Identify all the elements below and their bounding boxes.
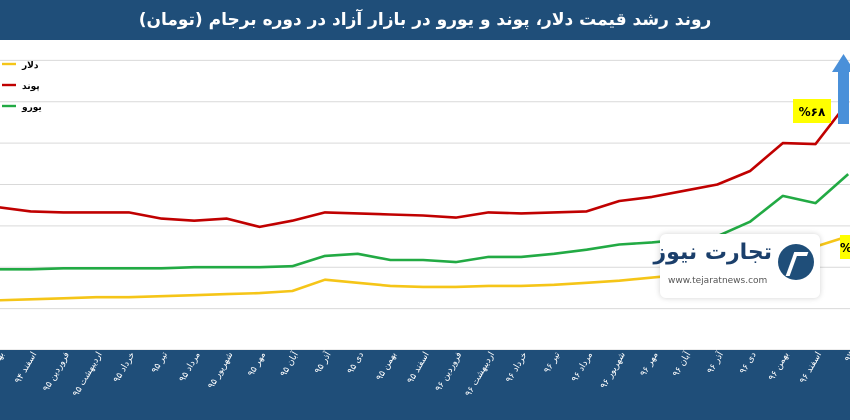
legend-label-dollar: دلار <box>21 61 39 71</box>
logo-mark-icon <box>778 244 814 280</box>
growth-arrow-head-icon <box>832 54 850 72</box>
legend-label-pound: پوند <box>22 82 40 92</box>
x-tick-label: ۹۷ <box>843 350 850 364</box>
pound-pct-label: %۶۸ <box>799 105 826 119</box>
side-pct-label: % <box>840 241 850 255</box>
pound-pct-box <box>793 99 831 123</box>
x-axis-band <box>0 350 850 420</box>
tejaratnews-logo: تجارت نیوز www.tejaratnews.com <box>653 234 820 298</box>
chart-title: روند رشد قیمت دلار، پوند و یورو در بازار… <box>0 0 850 40</box>
side-pct-box <box>840 235 850 259</box>
series-line-pound <box>0 100 850 229</box>
logo-url: www.tejaratnews.com <box>668 276 768 286</box>
growth-arrow-icon <box>838 72 849 124</box>
legend-label-euro: یورو <box>21 103 42 113</box>
logo-name: تجارت نیوز <box>653 240 772 265</box>
